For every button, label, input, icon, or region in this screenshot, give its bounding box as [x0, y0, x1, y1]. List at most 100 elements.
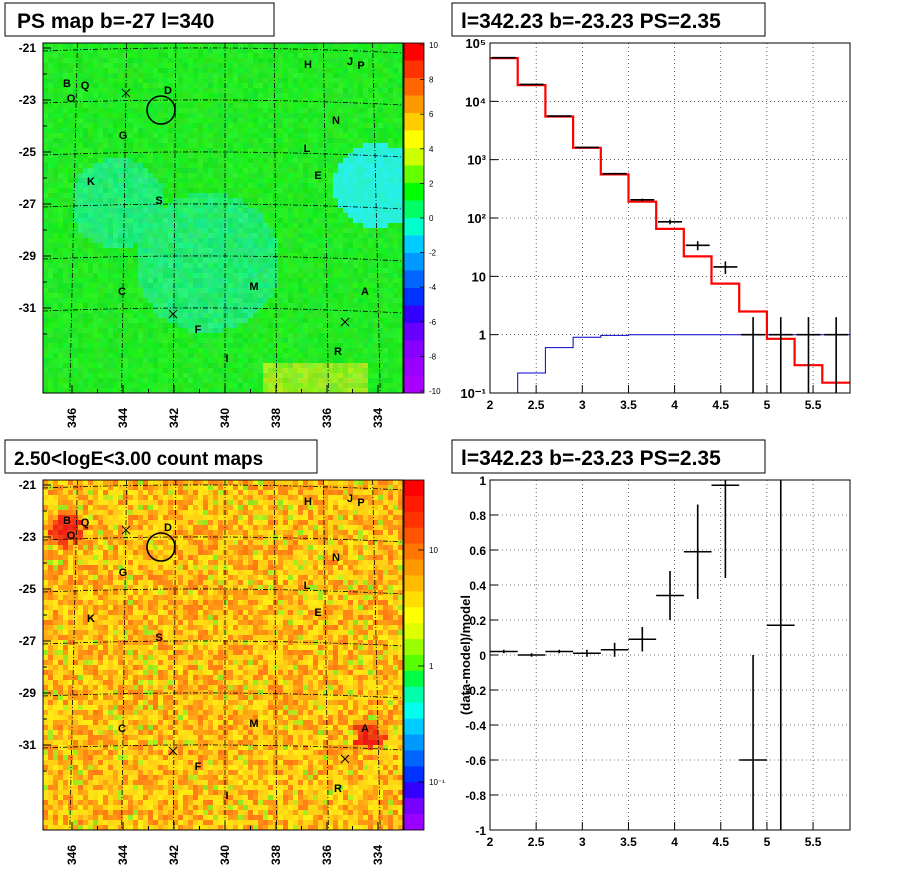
ps-map-pixel [78, 183, 84, 189]
ps-map-pixel [223, 273, 229, 279]
ps-map-pixel [213, 43, 219, 49]
ps-map-pixel [148, 173, 154, 179]
ps-map-pixel [393, 323, 399, 329]
ps-map-pixel [398, 113, 404, 119]
ps-map-pixel [368, 348, 374, 354]
ps-map-pixel [298, 378, 304, 384]
ps-map-pixel [273, 48, 279, 54]
ps-map-pixel [343, 158, 349, 164]
ps-map-pixel [223, 218, 229, 224]
ps-map-pixel [208, 103, 214, 109]
ps-map-pixel [128, 343, 134, 349]
ps-map-pixel [383, 243, 389, 249]
ps-map-pixel [58, 388, 64, 394]
residual-title: l=342.23 b=-23.23 PS=2.35 [461, 447, 721, 470]
ps-map-pixel [98, 148, 104, 154]
ps-map-pixel [363, 108, 369, 114]
ps-map-pixel [78, 53, 84, 59]
ps-map-pixel [198, 108, 204, 114]
ps-map-pixel [308, 123, 314, 129]
ps-map-pixel [318, 83, 324, 89]
ps-map-pixel [378, 98, 384, 104]
ps-map-pixel [353, 373, 359, 379]
ps-map-pixel [93, 133, 99, 139]
ps-map-pixel [228, 198, 234, 204]
ps-map-pixel [73, 388, 79, 394]
ps-map-pixel [333, 283, 339, 289]
ps-map-pixel [388, 128, 394, 134]
ps-map-pixel [308, 238, 314, 244]
ps-map-pixel [48, 168, 54, 174]
ps-map-pixel [198, 218, 204, 224]
ps-map-pixel [243, 178, 249, 184]
ps-map-pixel [188, 218, 194, 224]
ps-map-pixel [233, 328, 239, 334]
ps-map-pixel [303, 318, 309, 324]
ps-map-pixel [48, 378, 54, 384]
ps-map-pixel [113, 348, 119, 354]
ps-map-pixel [133, 333, 139, 339]
ps-map-pixel [208, 208, 214, 214]
ps-map-pixel [303, 193, 309, 199]
ps-map-pixel [218, 213, 224, 219]
ps-map-pixel [273, 178, 279, 184]
ps-map-pixel [248, 378, 254, 384]
ps-map-pixel [143, 148, 149, 154]
ps-map-pixel [113, 43, 119, 49]
ps-map-pixel [318, 268, 324, 274]
ps-map-pixel [48, 278, 54, 284]
ps-map-pixel [213, 203, 219, 209]
ps-map-pixel [253, 73, 259, 79]
ps-map-pixel [368, 78, 374, 84]
ps-map-pixel [173, 258, 179, 264]
ps-map-pixel [353, 263, 359, 269]
ps-map-pixel [398, 238, 404, 244]
ps-map-pixel [243, 143, 249, 149]
ps-map-pixel [128, 218, 134, 224]
ps-map-pixel [388, 383, 394, 389]
ps-map-pixel [188, 48, 194, 54]
ps-map-pixel [248, 178, 254, 184]
ps-map-pixel [188, 258, 194, 264]
ps-map-pixel [368, 243, 374, 249]
ps-map-pixel [213, 198, 219, 204]
ps-map-pixel [198, 333, 204, 339]
ps-map-pixel [98, 233, 104, 239]
ps-map-pixel [338, 313, 344, 319]
ps-map-pixel [298, 383, 304, 389]
ps-map-pixel [308, 288, 314, 294]
ps-map-pixel [293, 208, 299, 214]
ps-map-pixel [88, 173, 94, 179]
ps-map-pixel [178, 248, 184, 254]
ps-map-pixel [338, 173, 344, 179]
ps-map-pixel [248, 308, 254, 314]
ps-map-pixel [113, 148, 119, 154]
ps-map-pixel [148, 218, 154, 224]
ps-map-pixel [128, 168, 134, 174]
ps-map-pixel [338, 168, 344, 174]
ps-map-pixel [338, 163, 344, 169]
ps-map-pixel [338, 368, 344, 374]
ps-map-pixel [373, 103, 379, 109]
ps-map-pixel [103, 178, 109, 184]
ps-map-pixel [128, 118, 134, 124]
ps-map-pixel [393, 283, 399, 289]
ps-map-pixel [363, 143, 369, 149]
ps-map-pixel [98, 48, 104, 54]
ps-map-pixel [288, 168, 294, 174]
ps-map-pixel [238, 188, 244, 194]
ps-map-pixel [313, 163, 319, 169]
ps-map-pixel [118, 293, 124, 299]
ps-map-pixel [268, 243, 274, 249]
ps-map-pixel [363, 73, 369, 79]
ps-map-pixel [113, 218, 119, 224]
ps-map-pixel [218, 123, 224, 129]
ps-map-pixel [343, 193, 349, 199]
ps-map-pixel [213, 208, 219, 214]
ps-map-pixel [373, 63, 379, 69]
ps-map-pixel [278, 143, 284, 149]
ps-map-pixel [118, 258, 124, 264]
ps-map-pixel [178, 43, 184, 49]
ps-map-pixel [338, 88, 344, 94]
ps-map-pixel [378, 218, 384, 224]
